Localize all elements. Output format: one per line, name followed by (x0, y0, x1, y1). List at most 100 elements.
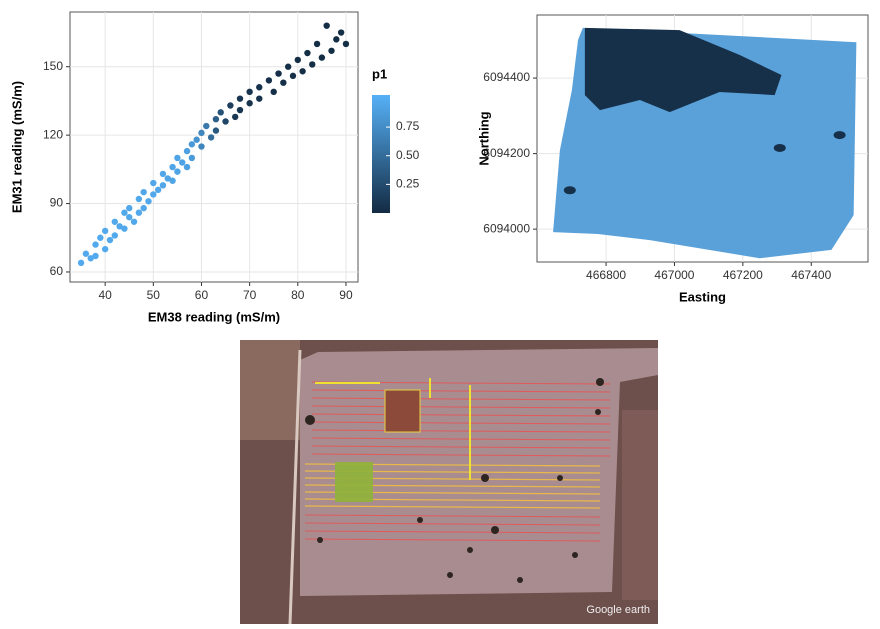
point (184, 164, 190, 170)
point (218, 109, 224, 115)
point (169, 178, 175, 184)
point (150, 191, 156, 197)
y-tick-label: 120 (43, 127, 63, 141)
x-tick-label: 50 (147, 288, 161, 302)
point (256, 95, 262, 101)
watermark: Google earth (586, 604, 650, 616)
point (232, 114, 238, 120)
colorbar (372, 95, 390, 213)
point (145, 198, 151, 204)
point (160, 182, 166, 188)
point (328, 48, 334, 54)
point (275, 70, 281, 76)
y-axis-title: EM31 reading (mS/m) (9, 81, 24, 213)
colorbar-label: 0.50 (396, 148, 420, 162)
aerial-photo: Google earth (240, 340, 658, 624)
x-tick-label: 467400 (791, 268, 831, 282)
point (271, 89, 277, 95)
point (304, 50, 310, 56)
point (227, 102, 233, 108)
point (121, 209, 127, 215)
point (290, 73, 296, 79)
point (198, 143, 204, 149)
y-tick-label: 6094000 (483, 221, 530, 235)
point (112, 232, 118, 238)
y-tick-label: 150 (43, 59, 63, 73)
point (208, 134, 214, 140)
x-tick-label: 40 (98, 288, 112, 302)
colorbar-label: 0.75 (396, 119, 420, 133)
point (112, 219, 118, 225)
point (193, 137, 199, 143)
point (140, 189, 146, 195)
point (198, 130, 204, 136)
point (136, 196, 142, 202)
x-tick-label: 90 (339, 288, 353, 302)
x-tick-label: 466800 (586, 268, 626, 282)
point (246, 89, 252, 95)
colorbar-label: 0.25 (396, 177, 420, 191)
point (131, 219, 137, 225)
point (126, 205, 132, 211)
point (160, 171, 166, 177)
y-tick-label: 90 (50, 196, 64, 210)
point (92, 241, 98, 247)
point (319, 54, 325, 60)
point (92, 253, 98, 259)
plot-area (70, 12, 358, 282)
point (285, 64, 291, 70)
spot (564, 186, 576, 194)
point (140, 205, 146, 211)
point (256, 84, 262, 90)
point (314, 41, 320, 47)
point (237, 107, 243, 113)
y-tick-label: 60 (50, 264, 64, 278)
point (189, 141, 195, 147)
point (121, 225, 127, 231)
point (246, 100, 252, 106)
point (169, 164, 175, 170)
point (203, 123, 209, 129)
point (136, 209, 142, 215)
point (299, 68, 305, 74)
point (174, 168, 180, 174)
point (102, 246, 108, 252)
point (343, 41, 349, 47)
point (126, 214, 132, 220)
x-tick-label: 467200 (723, 268, 763, 282)
point (213, 116, 219, 122)
point (333, 36, 339, 42)
point (222, 118, 228, 124)
point (83, 251, 89, 257)
point (78, 260, 84, 266)
point (237, 95, 243, 101)
x-tick-label: 70 (243, 288, 257, 302)
point (184, 148, 190, 154)
point (155, 187, 161, 193)
point (309, 61, 315, 67)
legend-title: p1 (372, 66, 387, 81)
x-tick-label: 60 (195, 288, 209, 302)
y-tick-label: 6094400 (483, 70, 530, 84)
y-axis-title: Northing (476, 111, 491, 165)
spot (834, 131, 846, 139)
x-axis-title: EM38 reading (mS/m) (148, 309, 280, 324)
point (213, 127, 219, 133)
point (174, 155, 180, 161)
x-tick-label: 467000 (654, 268, 694, 282)
point (295, 57, 301, 63)
x-axis-title: Easting (679, 289, 726, 304)
x-tick-label: 80 (291, 288, 305, 302)
point (150, 180, 156, 186)
point (280, 79, 286, 85)
point (189, 155, 195, 161)
point (323, 22, 329, 28)
point (107, 237, 113, 243)
point (97, 235, 103, 241)
point (102, 228, 108, 234)
point (179, 159, 185, 165)
point (338, 29, 344, 35)
spot (774, 144, 786, 152)
point (266, 77, 272, 83)
figure: Google earth 40 50 60 70 80 90 60 90 120 150 EM38 … (0, 0, 880, 624)
